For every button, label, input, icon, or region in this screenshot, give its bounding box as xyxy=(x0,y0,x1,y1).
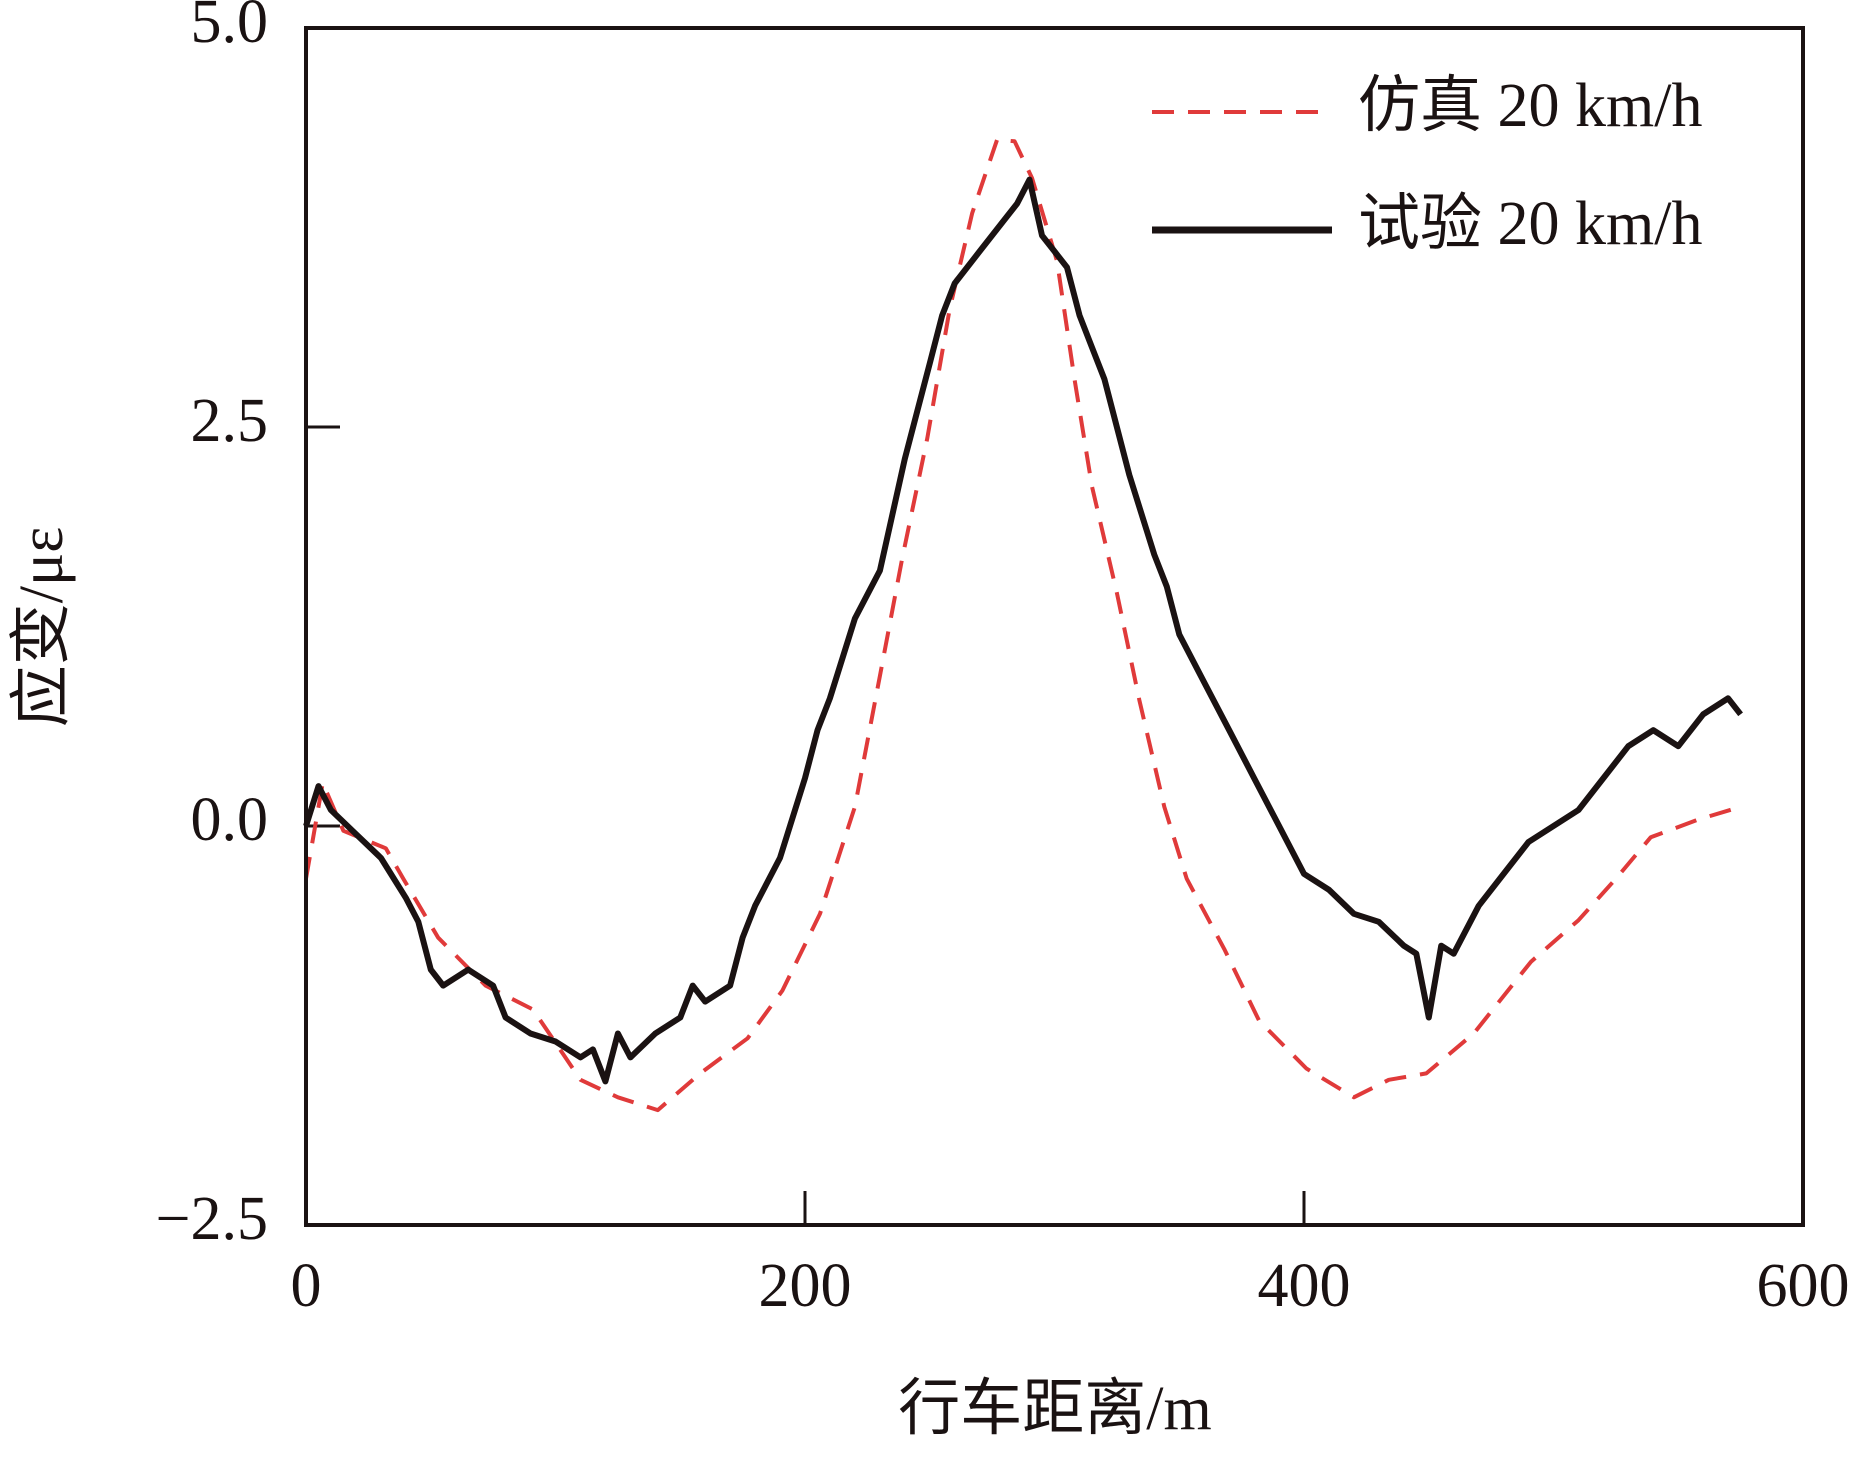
x-tick-label: 400 xyxy=(1258,1252,1351,1320)
x-tick-label: 200 xyxy=(759,1252,852,1320)
y-tick-label: 5.0 xyxy=(191,0,269,56)
x-axis-label: 行车距离/m xyxy=(898,1375,1211,1443)
y-tick-label: 2.5 xyxy=(191,387,269,455)
y-tick-label: 0.0 xyxy=(191,786,269,854)
x-tick-label: 600 xyxy=(1757,1252,1850,1320)
y-tick-label: −2.5 xyxy=(156,1185,268,1253)
x-tick-label: 0 xyxy=(291,1252,322,1320)
data-line xyxy=(304,137,1742,1113)
data-line xyxy=(303,176,1743,1085)
plot-frame xyxy=(304,26,1805,1227)
y-axis-label: 应变/με xyxy=(8,527,76,728)
legend-label: 仿真 20 km/h xyxy=(1358,72,1702,140)
legend-label: 试验 20 km/h xyxy=(1358,190,1702,258)
